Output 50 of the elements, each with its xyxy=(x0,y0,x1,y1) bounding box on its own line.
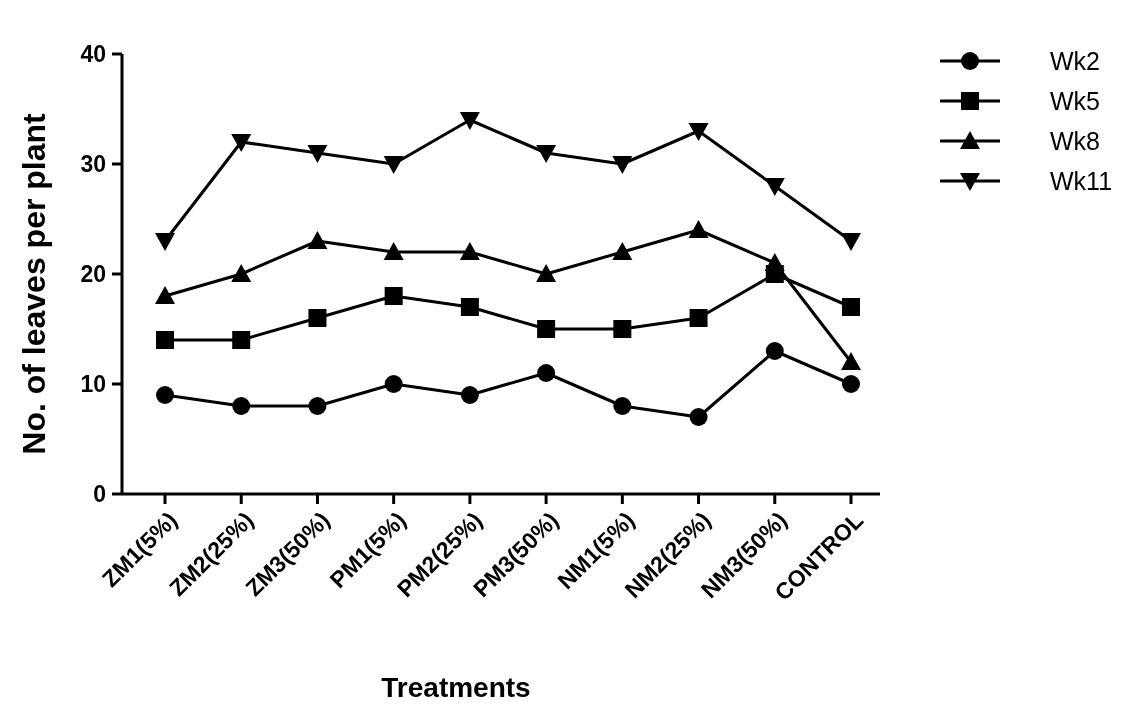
legend-label: Wk5 xyxy=(1050,86,1100,115)
y-tick-label: 20 xyxy=(80,261,106,288)
point xyxy=(765,342,784,360)
point xyxy=(689,309,708,327)
point xyxy=(612,242,633,260)
point xyxy=(612,156,633,174)
point xyxy=(308,309,327,327)
point xyxy=(307,231,328,249)
point xyxy=(536,264,557,282)
point xyxy=(688,123,709,141)
point xyxy=(383,156,404,174)
point xyxy=(231,134,252,152)
point xyxy=(764,178,785,196)
point xyxy=(842,298,860,316)
point xyxy=(842,375,860,393)
point xyxy=(384,287,403,305)
point xyxy=(459,242,480,260)
point xyxy=(232,331,251,349)
point xyxy=(384,375,403,393)
point xyxy=(536,145,557,163)
point xyxy=(613,320,632,338)
y-tick-label: 10 xyxy=(80,371,106,398)
point xyxy=(537,364,556,382)
point xyxy=(688,220,709,238)
y-axis-title: No. of leaves per plant xyxy=(16,112,52,455)
point xyxy=(156,331,174,349)
point xyxy=(307,145,328,163)
y-tick-label: 0 xyxy=(93,481,106,508)
point xyxy=(156,386,174,404)
point xyxy=(155,286,175,304)
point xyxy=(308,397,327,415)
point xyxy=(764,253,785,271)
point xyxy=(460,386,479,404)
legend-label: Wk2 xyxy=(1050,46,1100,75)
legend-label: Wk8 xyxy=(1050,126,1100,155)
point xyxy=(841,352,861,370)
point xyxy=(232,397,251,415)
point xyxy=(155,233,175,251)
point xyxy=(537,320,556,338)
point xyxy=(613,397,632,415)
point xyxy=(383,242,404,260)
point xyxy=(231,264,252,282)
point xyxy=(689,408,708,426)
legend-label: Wk11 xyxy=(1050,166,1113,195)
y-tick-label: 30 xyxy=(80,151,106,178)
y-tick-label: 40 xyxy=(80,41,106,68)
point xyxy=(841,233,861,251)
point xyxy=(460,298,479,316)
point xyxy=(459,112,480,130)
x-axis-title: Treatments xyxy=(381,672,531,703)
